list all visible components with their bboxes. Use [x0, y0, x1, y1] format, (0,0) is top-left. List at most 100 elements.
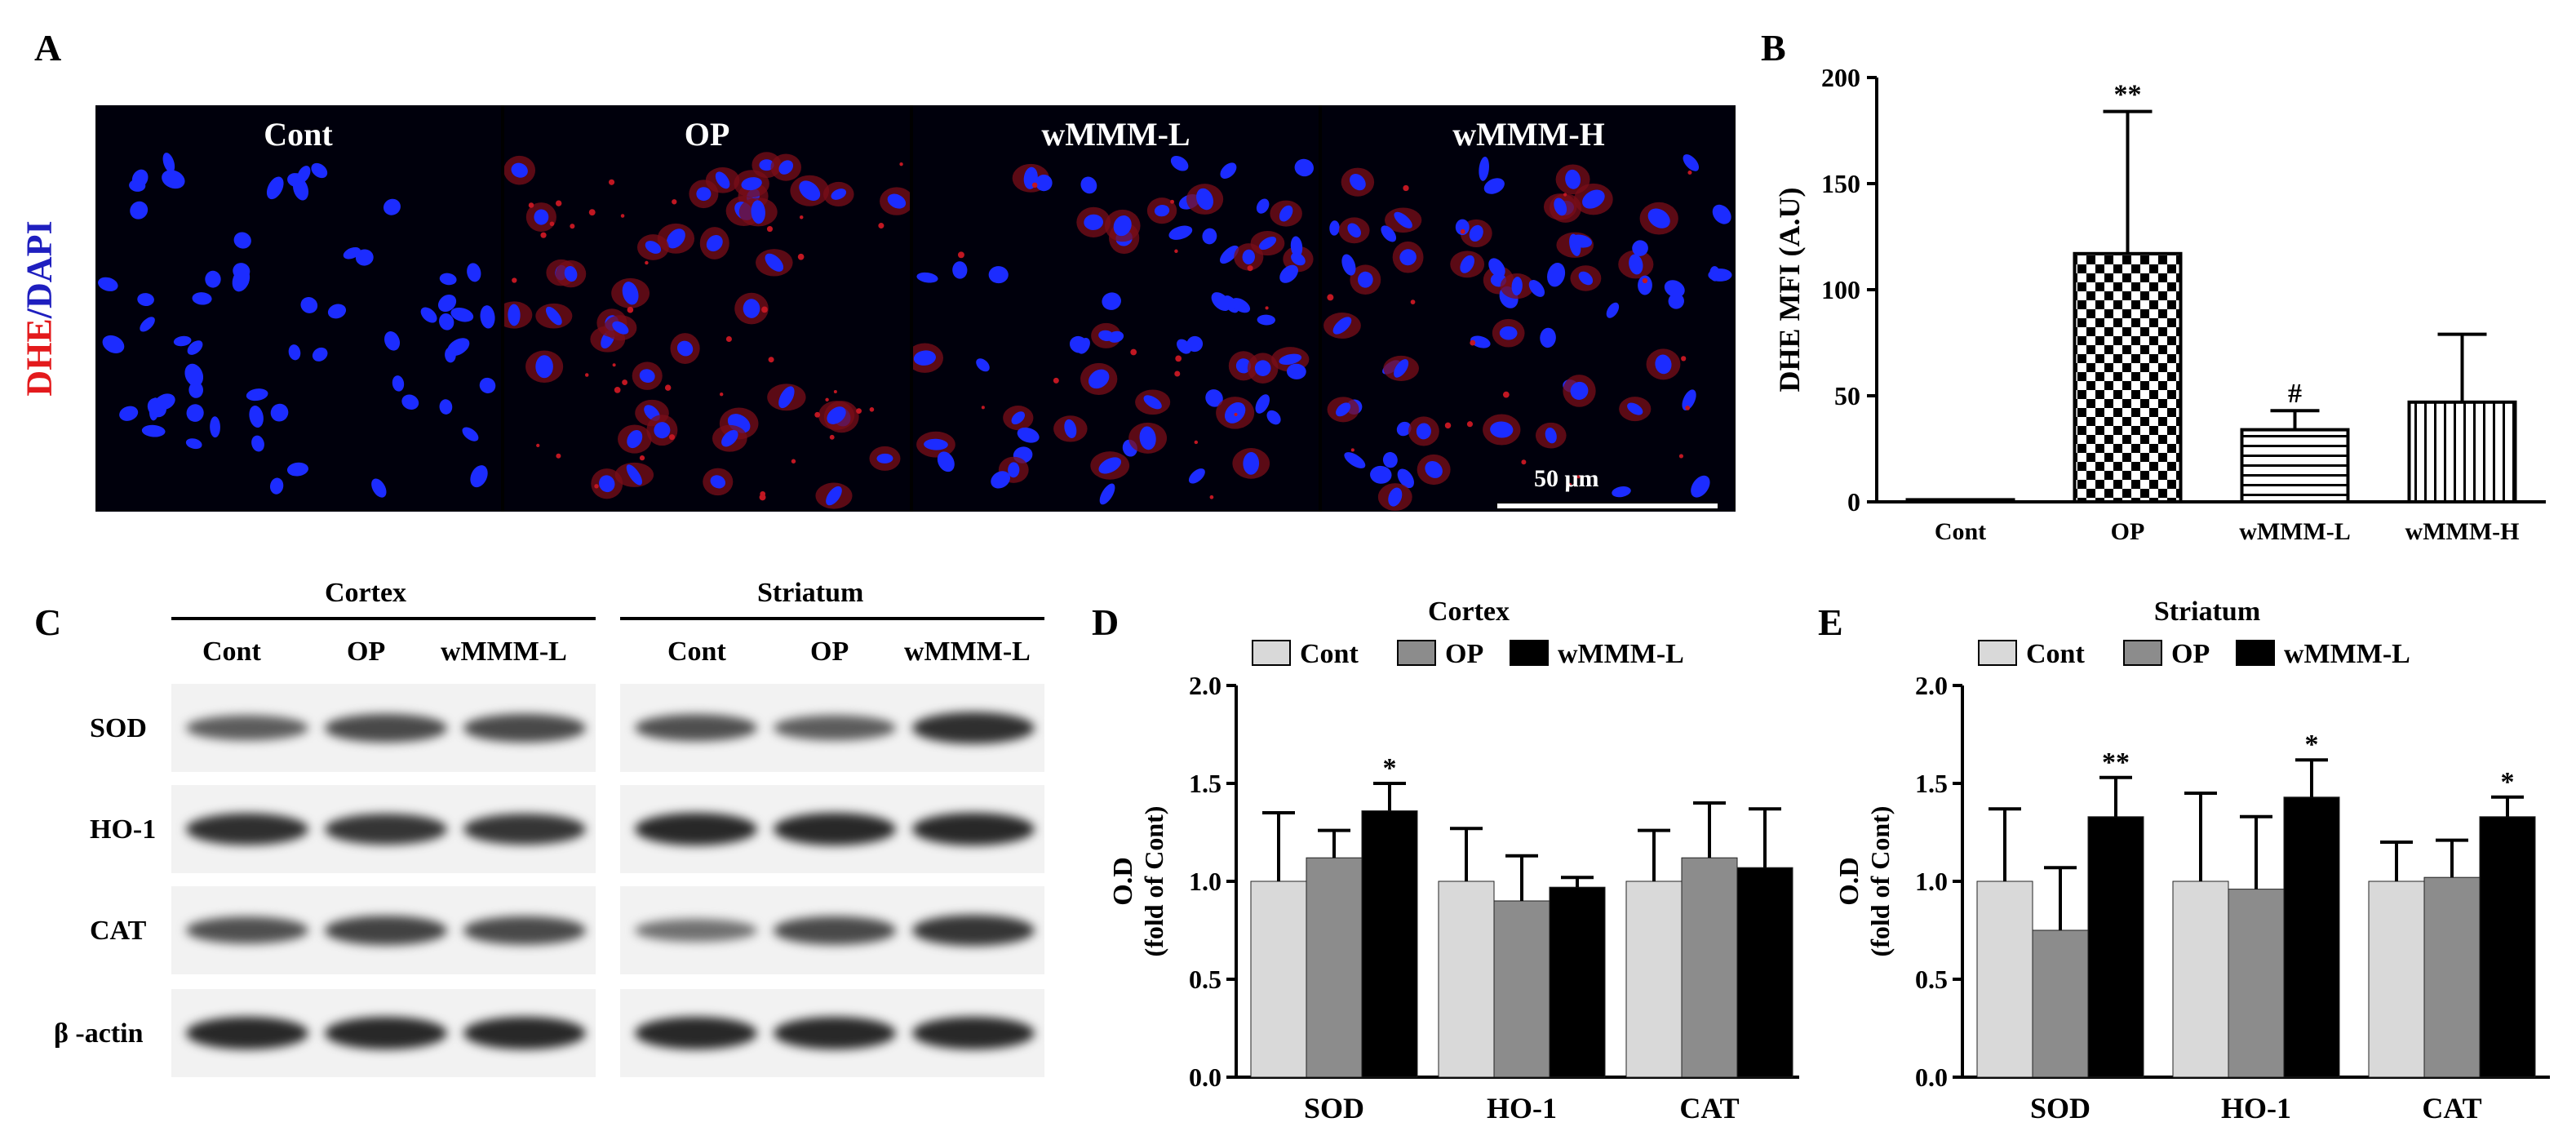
nucleus: [1655, 354, 1672, 375]
x-tick-label: HO-1: [2221, 1092, 2291, 1124]
dhe-speck: [528, 202, 534, 208]
dhe-speck: [608, 179, 615, 185]
y-tick-label: 0.0: [1915, 1062, 1948, 1092]
nucleus: [710, 475, 726, 489]
legend-label: Cont: [2026, 639, 2085, 669]
nucleus: [1341, 254, 1356, 276]
nucleus: [1230, 298, 1251, 313]
nucleus: [1416, 423, 1431, 440]
nucleus: [1612, 486, 1631, 498]
dhe-speck: [1194, 440, 1199, 445]
nucleus: [1102, 292, 1121, 310]
nucleus: [470, 465, 488, 488]
nucleus: [534, 209, 549, 225]
nucleus: [384, 331, 401, 351]
blot-band: [463, 713, 586, 743]
blot-cortex-row: [171, 684, 596, 772]
y-tick-label: 50: [1834, 381, 1860, 410]
blot-band: [186, 813, 308, 845]
blot-band: [774, 1017, 896, 1049]
bar: [2283, 796, 2340, 1078]
nucleus: [311, 162, 328, 179]
legend-swatch: [2236, 640, 2275, 666]
nucleus: [715, 171, 730, 189]
dhe-speck: [1053, 377, 1059, 384]
nucleus: [1254, 360, 1271, 376]
chart-title: Striatum: [2154, 597, 2260, 627]
panel-label-c: C: [34, 601, 62, 643]
nucleus: [1099, 483, 1115, 505]
dhe-speck: [1403, 184, 1409, 192]
nucleus: [1479, 157, 1489, 181]
nucleus: [564, 266, 578, 282]
nucleus: [778, 386, 795, 409]
nucleus: [1279, 264, 1298, 283]
dhe-speck: [639, 455, 645, 461]
nucleus: [1709, 266, 1720, 282]
chart-title: Cortex: [1428, 597, 1510, 627]
dhe-speck: [1460, 228, 1465, 234]
nucleus: [511, 162, 528, 178]
bar: [1625, 881, 1683, 1078]
nucleus: [1088, 369, 1110, 389]
nucleus: [1205, 389, 1223, 407]
nucleus: [1266, 410, 1281, 425]
nucleus: [1139, 426, 1156, 450]
nucleus: [639, 369, 655, 383]
bar: [1549, 886, 1606, 1078]
nucleus: [102, 335, 125, 353]
y-tick-label: 0.0: [1189, 1062, 1221, 1092]
nucleus: [1242, 249, 1255, 264]
label-separator: /: [19, 308, 60, 319]
blot-band: [912, 1017, 1035, 1049]
x-tick-label: SOD: [1304, 1092, 1364, 1124]
nucleus: [1712, 204, 1731, 224]
nucleus: [799, 180, 821, 201]
x-tick-label: CAT: [1679, 1092, 1739, 1124]
striatum-header-line: [620, 617, 1044, 620]
dhe-speck: [1466, 421, 1474, 428]
bar: [1681, 857, 1738, 1078]
lane-label: wMMM-L: [904, 637, 1031, 667]
dhe-speck: [1576, 475, 1581, 479]
bar: [1905, 498, 2015, 504]
blot-band: [912, 915, 1035, 946]
nucleus: [1578, 271, 1594, 286]
dhe-speck: [1209, 495, 1214, 499]
nucleus: [1202, 228, 1217, 245]
nucleus: [1540, 327, 1556, 348]
dhe-speck: [549, 221, 555, 227]
nucleus: [952, 261, 968, 279]
nucleus: [1224, 401, 1246, 424]
dhe-speck: [799, 215, 804, 220]
fluorescence-image-wmmm-h: [1323, 154, 1732, 512]
nucleus: [545, 306, 562, 326]
nucleus: [188, 381, 203, 398]
nucleus: [627, 429, 643, 449]
nucleus: [162, 170, 185, 189]
y-axis-label: O.D: [1834, 857, 1864, 906]
nucleus: [1606, 302, 1620, 318]
nucleus: [1638, 275, 1652, 295]
fluorescence-panel-wmmm-h: wMMM-H: [1322, 105, 1736, 512]
bar: [2407, 400, 2517, 503]
dhe-speck: [768, 357, 774, 363]
blot-band: [912, 712, 1035, 744]
nucleus: [1243, 452, 1260, 475]
nucleus: [1683, 154, 1700, 171]
dhe-speck: [725, 335, 732, 343]
fluorescence-image-op: [504, 152, 910, 509]
nucleus: [137, 293, 154, 307]
nucleus: [876, 453, 893, 464]
blot-row-label-sod: SOD: [90, 713, 147, 743]
legend-swatch: [1510, 640, 1549, 666]
y-tick-label: 0.5: [1915, 965, 1948, 994]
bar: [2032, 929, 2089, 1078]
y-tick-label: 200: [1821, 63, 1860, 92]
blot-band: [463, 916, 586, 945]
blot-band: [325, 1017, 447, 1049]
dhe-speck: [512, 277, 517, 283]
nucleus: [1488, 258, 1505, 277]
nucleus: [1008, 462, 1020, 478]
nucleus: [1080, 176, 1097, 194]
